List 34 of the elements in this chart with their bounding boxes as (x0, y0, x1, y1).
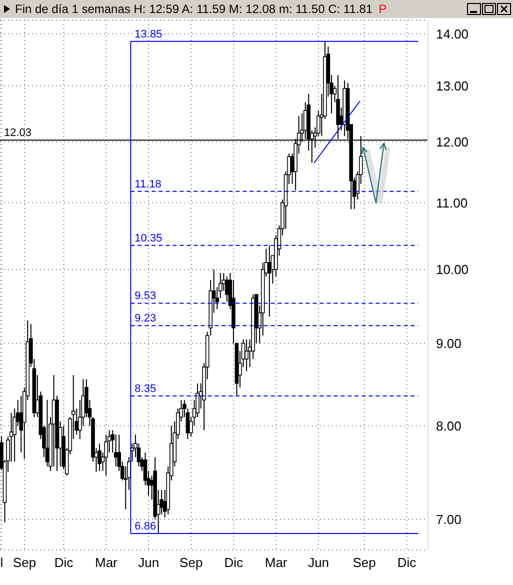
y-tick-label: 9.00 (436, 336, 462, 351)
y-tick-label: 13.00 (436, 78, 469, 94)
x-tick-label: Dic (397, 555, 417, 570)
y-tick-label: 7.00 (436, 512, 462, 527)
ref-line-label: 6.86 (134, 520, 156, 532)
candlestick (268, 244, 272, 318)
ref-line-label: 10.35 (134, 232, 162, 244)
ref-line-label: 11.18 (134, 178, 162, 190)
x-tick-label: Dic (224, 555, 244, 570)
candlestick (225, 276, 229, 302)
y-tick-label: 8.00 (436, 418, 462, 434)
text: P (378, 2, 387, 16)
ref-line-label: 8.35 (134, 382, 156, 395)
y-tick-label: 11.00 (436, 195, 468, 210)
candlestick (98, 443, 102, 472)
ref-line-label: 9.53 (134, 290, 156, 302)
x-tick-label: Mar (94, 555, 118, 570)
ref-line-label: 9.23 (134, 312, 156, 325)
x-tick-label: Sep (12, 555, 36, 570)
chart-title: Fin de día 1 semanas H: 12:59 A: 11.59 M: 12.08 m: 11.50 C: 11.81 (15, 2, 373, 16)
candlestick (104, 434, 108, 476)
x-tick-label: Jun (308, 555, 330, 570)
candlestick (244, 338, 248, 372)
ref-line-label: 13.85 (134, 28, 162, 40)
x-tick-label: Sep (352, 555, 376, 570)
x-tick-label: Sep (180, 555, 203, 570)
x-tick-label: Mar (264, 555, 288, 570)
y-tick-label: 14.00 (436, 26, 469, 42)
x-tick-label: Dic (54, 555, 74, 570)
x-tick-label: Jun (138, 555, 160, 570)
x-tick-label: l (0, 555, 4, 570)
y-tick-label: 10.00 (436, 262, 469, 278)
y-tick-label: 12.00 (436, 134, 469, 150)
ref-line-label: 12.03 (4, 127, 32, 140)
